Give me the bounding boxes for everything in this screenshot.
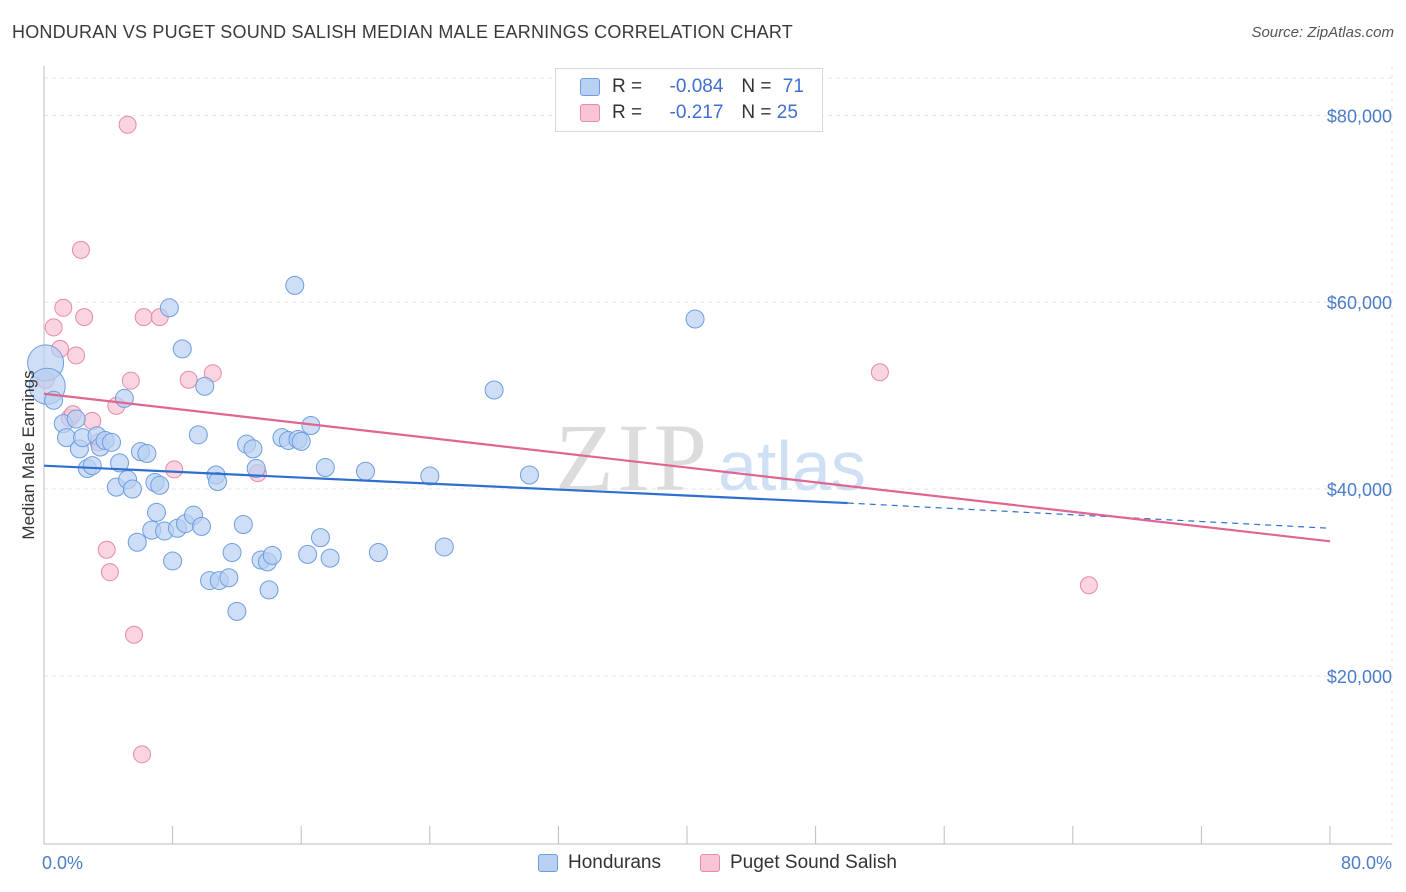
data-point-hondurans [227, 601, 247, 621]
watermark: ZIP atlas [555, 404, 866, 511]
legend-swatch-pink [580, 104, 600, 122]
data-point-hondurans [315, 458, 335, 478]
data-point-hondurans [82, 456, 102, 476]
y-axis-label: Median Male Earnings [19, 370, 38, 539]
data-point-hondurans [368, 543, 388, 563]
data-point-hondurans [262, 545, 282, 565]
trend-line-puget-sound-salish [43, 392, 1331, 543]
data-point-hondurans [233, 515, 253, 535]
data-point-hondurans [122, 479, 142, 499]
y-tick-label: $80,000 [1327, 106, 1392, 126]
data-point-hondurans [163, 551, 183, 571]
data-point-puget-sound-salish [1079, 576, 1098, 595]
data-point-puget-sound-salish [44, 318, 63, 337]
data-point-puget-sound-salish [133, 745, 152, 764]
watermark-atlas: atlas [718, 427, 866, 505]
data-point-hondurans [195, 376, 215, 396]
trend-line-hondurans [43, 464, 848, 505]
hondurans-points [27, 275, 705, 621]
legend-r-value: -0.217 [669, 102, 724, 123]
y-tick-label: $20,000 [1327, 667, 1392, 687]
data-point-hondurans [208, 472, 228, 492]
stats-legend: R = -0.084 N = 71 R = -0.217 N = 25 [555, 68, 823, 132]
data-point-hondurans [310, 528, 330, 548]
data-point-hondurans [285, 275, 305, 295]
data-point-hondurans [102, 432, 122, 452]
data-point-puget-sound-salish [97, 540, 116, 559]
data-point-hondurans [246, 458, 266, 478]
bottom-legend-puget-sound-salish: Puget Sound Salish [700, 852, 897, 874]
data-point-hondurans [172, 339, 192, 359]
data-point-hondurans [66, 409, 86, 429]
trend-line-hondurans-extrapolated [847, 502, 1331, 529]
data-point-hondurans [150, 475, 170, 495]
data-point-hondurans [137, 444, 157, 464]
data-point-hondurans [222, 543, 242, 563]
data-point-hondurans [484, 380, 504, 400]
legend-row-hondurans: R = -0.084 N = 71 [580, 75, 804, 99]
data-point-hondurans [127, 532, 147, 552]
y-tick-label: $60,000 [1327, 293, 1392, 313]
axes [43, 66, 1392, 845]
legend-swatch-blue [580, 78, 600, 96]
data-point-hondurans [259, 580, 279, 600]
legend-r-label: R = [612, 102, 643, 123]
data-point-hondurans [110, 453, 130, 473]
data-point-puget-sound-salish [118, 115, 137, 134]
data-point-puget-sound-salish [71, 240, 90, 259]
bottom-legend-label: Hondurans [568, 852, 661, 873]
data-point-hondurans [519, 465, 539, 485]
data-point-puget-sound-salish [67, 346, 86, 365]
data-point-hondurans [420, 466, 440, 486]
legend-row-puget-sound-salish: R = -0.217 N = 25 [580, 101, 798, 125]
bottom-legend-swatch-pink [700, 854, 720, 872]
data-point-puget-sound-salish [165, 460, 184, 479]
data-point-hondurans [188, 425, 208, 445]
data-point-hondurans [320, 548, 340, 568]
bottom-legend-hondurans: Hondurans [538, 852, 661, 874]
data-point-hondurans [685, 309, 705, 329]
data-point-puget-sound-salish [134, 308, 153, 327]
legend-r-label: R = [612, 76, 643, 97]
data-point-hondurans [291, 431, 311, 451]
data-point-puget-sound-salish [125, 625, 144, 644]
legend-r-value: -0.084 [669, 76, 724, 97]
data-point-puget-sound-salish [54, 298, 73, 317]
bottom-legend-label: Puget Sound Salish [730, 852, 897, 873]
legend-n-value: 71 [782, 76, 804, 97]
x-tick-label: 0.0% [42, 853, 83, 873]
trend-lines [43, 392, 1331, 543]
data-point-hondurans [192, 516, 212, 536]
legend-n-label: N = [741, 76, 772, 97]
data-point-hondurans [219, 568, 239, 588]
y-tick-label: $40,000 [1327, 480, 1392, 500]
source-label: Source: ZipAtlas.com [1251, 24, 1394, 41]
legend-n-label: N = [741, 102, 772, 123]
data-point-puget-sound-salish [179, 370, 198, 389]
data-point-hondurans [243, 439, 263, 459]
data-point-puget-sound-salish [75, 308, 94, 327]
data-point-hondurans [147, 502, 167, 522]
data-point-puget-sound-salish [870, 363, 889, 382]
data-point-puget-sound-salish [100, 563, 119, 582]
legend-n-value: 25 [776, 102, 798, 123]
gridlines [44, 66, 1393, 844]
data-point-hondurans [356, 461, 375, 481]
x-tick-label: 80.0% [1341, 853, 1392, 873]
data-point-puget-sound-salish [121, 371, 140, 390]
chart-title: HONDURAN VS PUGET SOUND SALISH MEDIAN MA… [12, 22, 793, 42]
tick-labels: $20,000 $40,000 $60,000 $80,000 0.0% 80.0% [42, 106, 1392, 873]
data-point-hondurans [298, 544, 318, 564]
data-point-hondurans [159, 298, 179, 318]
data-point-hondurans [434, 537, 454, 557]
bottom-legend-swatch-blue [538, 854, 558, 872]
